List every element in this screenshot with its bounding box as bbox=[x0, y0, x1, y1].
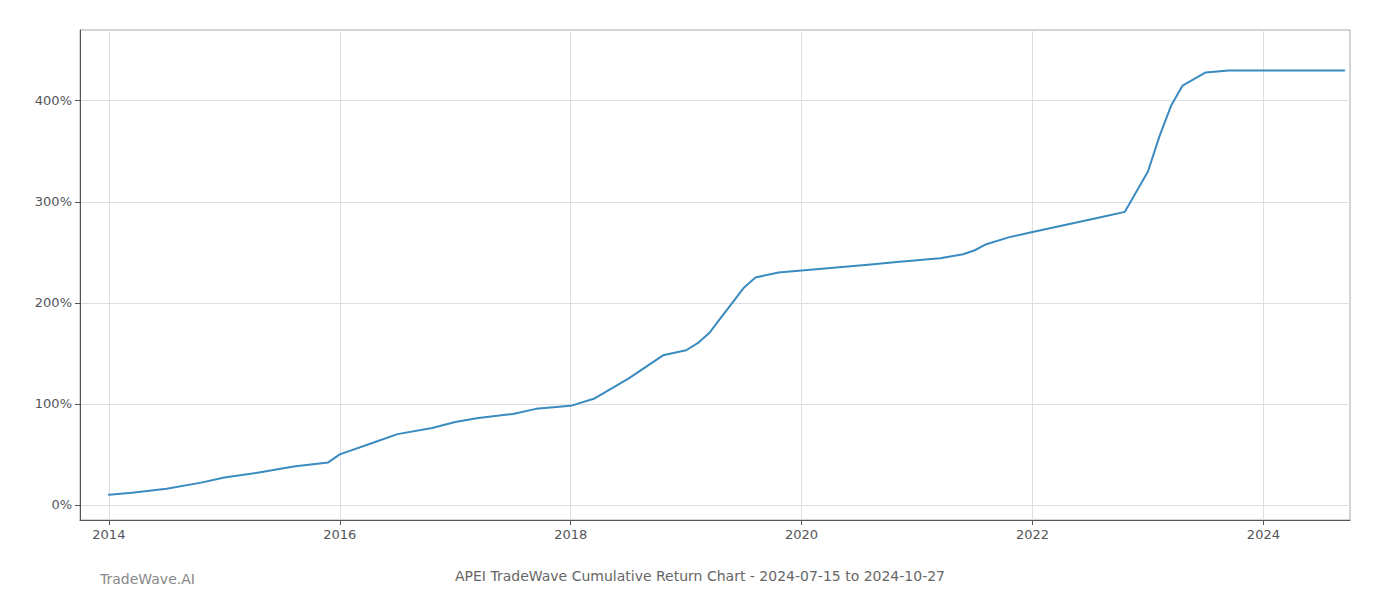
svg-text:2020: 2020 bbox=[785, 527, 818, 542]
svg-text:TradeWave.AI: TradeWave.AI bbox=[99, 571, 195, 587]
svg-text:400%: 400% bbox=[35, 93, 72, 108]
svg-text:2014: 2014 bbox=[92, 527, 125, 542]
svg-text:0%: 0% bbox=[51, 497, 72, 512]
svg-text:2016: 2016 bbox=[323, 527, 356, 542]
svg-text:2022: 2022 bbox=[1016, 527, 1049, 542]
svg-text:APEI TradeWave Cumulative Retu: APEI TradeWave Cumulative Return Chart -… bbox=[455, 568, 945, 584]
svg-text:2018: 2018 bbox=[554, 527, 587, 542]
svg-text:100%: 100% bbox=[35, 396, 72, 411]
svg-text:300%: 300% bbox=[35, 194, 72, 209]
svg-text:2024: 2024 bbox=[1247, 527, 1280, 542]
svg-text:200%: 200% bbox=[35, 295, 72, 310]
